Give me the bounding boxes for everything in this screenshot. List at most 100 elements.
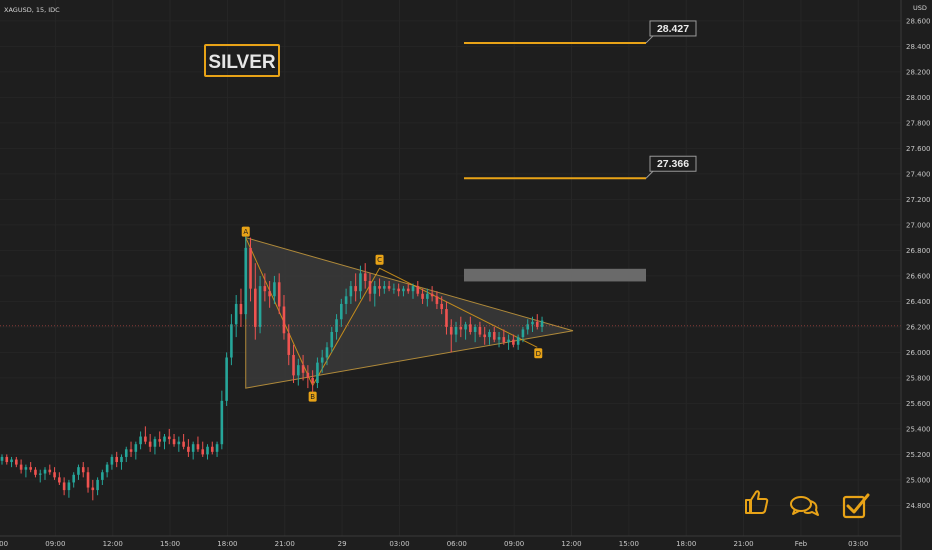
comments-icon[interactable] (790, 496, 819, 516)
candle-body (177, 441, 181, 445)
candle-body (531, 321, 534, 325)
candle-body (206, 446, 209, 455)
candle-body (363, 273, 367, 281)
candle-body (325, 347, 329, 358)
candle-body (454, 326, 458, 335)
candle-body (292, 354, 295, 376)
candle-body (488, 332, 491, 338)
candle-body (311, 377, 314, 383)
target-callout (649, 20, 697, 37)
candle-body (540, 320, 544, 327)
price-tick-label: 26.400 (906, 298, 931, 306)
candle-body (497, 337, 501, 340)
candle-body (263, 286, 267, 292)
candle-body (426, 293, 429, 299)
candle-body (0, 456, 4, 461)
price-tick-label: 27.200 (906, 196, 931, 204)
price-tick-label: 25.000 (906, 476, 931, 484)
candle-body (134, 444, 138, 452)
price-tick-label: 27.800 (906, 119, 931, 127)
time-axis: 06:00 09:00 12:00 15:00 18:00 21:00 29 03:00 06:… (0, 535, 901, 548)
pattern-point-c (375, 254, 384, 265)
time-tick-label: 18:00 (217, 540, 237, 548)
time-tick-label: 06:00 (0, 540, 8, 548)
candle-body (91, 487, 95, 491)
checkbox-icon[interactable] (842, 493, 870, 519)
candle-body (96, 479, 99, 491)
candle-body (220, 400, 224, 445)
candle-body (502, 337, 506, 343)
pattern-point-d (534, 348, 543, 359)
candle-body (301, 365, 305, 373)
time-tick-label: 21:00 (733, 540, 753, 548)
candle-body (344, 296, 348, 304)
pattern-point-label: C (377, 256, 382, 264)
candle-body (187, 446, 190, 452)
time-tick-label: 21:00 (275, 540, 295, 548)
candle-body (5, 456, 9, 463)
price-tick-label: 28.200 (906, 68, 931, 76)
candle-body (430, 293, 434, 297)
candle-body (349, 286, 353, 297)
time-tick-label: 29 (338, 540, 347, 548)
silver-title-box: SILVER (204, 44, 280, 77)
candle-body (196, 444, 200, 450)
candle-body (340, 303, 343, 320)
candle-body (53, 472, 56, 478)
time-tick-label: 09:00 (504, 540, 524, 548)
price-tick-label: 28.000 (906, 94, 931, 102)
candle-body (535, 321, 539, 327)
pattern-point-label: A (243, 228, 248, 236)
candle-body (163, 436, 166, 442)
price-tick-label: 26.200 (906, 323, 931, 331)
time-tick-label: 03:00 (848, 540, 868, 548)
candle-body (387, 286, 391, 289)
grid-lines (0, 0, 901, 536)
pattern-point-b (308, 391, 317, 402)
time-tick-label: 18:00 (676, 540, 696, 548)
candle-body (167, 436, 171, 440)
time-tick-label: 15:00 (619, 540, 639, 548)
candle-body (516, 337, 520, 345)
candle-body (19, 464, 23, 470)
candle-body (421, 293, 424, 299)
price-tick-label: 26.600 (906, 272, 931, 280)
price-tick-label: 26.800 (906, 247, 931, 255)
currency-label: USD (913, 4, 927, 12)
price-tick-label: 25.200 (906, 451, 931, 459)
candle-body (86, 472, 90, 488)
candle-body (277, 282, 281, 307)
candle-body (182, 441, 185, 447)
price-axis: 24.800 25.000 25.200 25.400 25.600 25.800 26.0… (900, 0, 932, 550)
candle-body (287, 333, 291, 355)
candle-body (249, 247, 252, 289)
candle-body (320, 357, 324, 363)
candle-body (139, 436, 142, 445)
candle-body (72, 474, 75, 483)
candle-body (29, 467, 32, 470)
price-tick-label: 27.600 (906, 145, 931, 153)
thumbs-up-icon[interactable] (745, 490, 769, 514)
candle-body (521, 329, 525, 338)
candle-body (416, 286, 420, 294)
time-tick-label: 12:00 (561, 540, 581, 548)
silver-title: SILVER (208, 52, 275, 73)
price-tick-label: 27.000 (906, 221, 931, 229)
candle-body (210, 446, 214, 452)
candle-body (378, 286, 381, 289)
candle-body (225, 357, 228, 401)
candle-body (58, 477, 61, 483)
candle-body (483, 334, 486, 338)
candle-body (469, 324, 472, 332)
price-axis-panel (901, 0, 932, 550)
candle-body (158, 439, 162, 442)
candle-body (239, 303, 243, 315)
candle-body (507, 339, 510, 343)
pattern-point-label: B (310, 393, 315, 401)
candle-body (43, 469, 47, 474)
candle-body (411, 286, 415, 292)
candle-body (512, 339, 515, 345)
candle-body (67, 482, 71, 491)
